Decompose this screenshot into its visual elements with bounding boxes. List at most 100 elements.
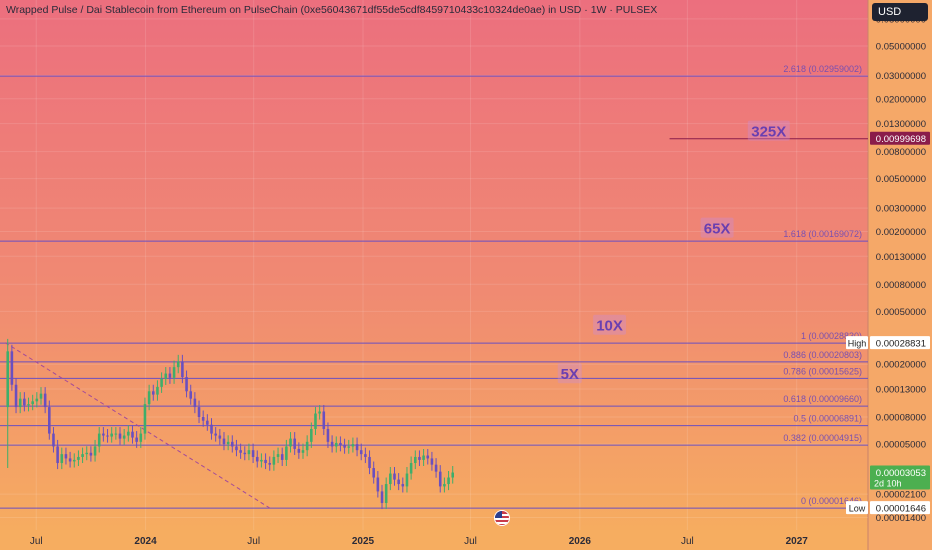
candle-body <box>318 411 321 414</box>
candle-body <box>301 450 305 453</box>
candle-body <box>368 456 371 469</box>
candle-body <box>226 441 230 445</box>
low-tag: Low <box>849 504 866 514</box>
candle-body <box>48 407 51 434</box>
candle-body <box>351 444 355 447</box>
currency-button[interactable]: USD <box>872 3 928 21</box>
last-price-label: 0.00003053 <box>876 468 926 479</box>
candle-body <box>268 463 272 465</box>
candle-body <box>247 450 251 455</box>
candle-body <box>114 433 118 435</box>
multiplier-badge <box>557 363 582 384</box>
candle-body <box>293 438 296 449</box>
x-tick-label: 2024 <box>134 536 157 547</box>
multiplier-label: 10X <box>596 318 623 335</box>
candle-body <box>43 393 47 408</box>
candle-body <box>185 377 188 392</box>
y-tick-label: 0.00001400 <box>876 513 926 524</box>
y-tick-label: 0.00002100 <box>876 490 926 501</box>
x-tick-label: 2025 <box>352 536 375 547</box>
y-tick-label: 0.03000000 <box>876 71 926 82</box>
y-tick-label: 0.00500000 <box>876 174 926 185</box>
y-tick-label: 0.01300000 <box>876 119 926 130</box>
candle-body <box>10 351 14 385</box>
y-tick-label: 0.00080000 <box>876 280 926 291</box>
candle-body <box>343 445 346 448</box>
candle-body <box>280 454 284 460</box>
candle-body <box>64 454 68 459</box>
candle-body <box>355 444 359 451</box>
candle-body <box>143 404 147 434</box>
multiplier-label: 65X <box>704 221 731 238</box>
candle-body <box>218 435 222 439</box>
candle-body <box>372 468 375 478</box>
candle-body <box>231 441 234 447</box>
candle-body <box>418 456 421 460</box>
candle-body <box>314 413 317 429</box>
candle-body <box>251 450 255 457</box>
candle-body <box>201 417 205 421</box>
candle-body <box>393 473 396 480</box>
candle-body <box>139 433 143 442</box>
y-tick-label: 0.00020000 <box>876 360 926 371</box>
y-tick-label: 0.00300000 <box>876 204 926 215</box>
candle-body <box>255 456 259 462</box>
candle-body <box>297 448 301 453</box>
chart-title: Wrapped Pulse / Dai Stablecoin from Ethe… <box>6 4 658 16</box>
y-tick-label: 0.00008000 <box>876 413 926 424</box>
candle-body <box>384 484 388 503</box>
candle-body <box>451 472 455 478</box>
candle-body <box>289 438 292 447</box>
fib-level-label: 2.618 (0.02959002) <box>783 64 862 74</box>
candle-body <box>18 398 22 408</box>
candle-body <box>285 446 288 460</box>
candle-body <box>347 446 351 448</box>
candle-body <box>172 367 176 378</box>
candle-body <box>334 442 338 447</box>
candle-body <box>160 378 163 387</box>
candle-body <box>189 391 192 399</box>
fib-level-label: 0 (0.00001646) <box>801 496 862 506</box>
candle-body <box>376 477 380 492</box>
y-tick-label: 0.00013000 <box>876 385 926 396</box>
us-flag-icon[interactable] <box>494 510 510 526</box>
candle-body <box>239 450 242 453</box>
candle-body <box>243 452 247 455</box>
candle-body <box>364 454 367 457</box>
y-tick-label: 0.05000000 <box>876 41 926 52</box>
y-tick-label: 0.00130000 <box>876 252 926 263</box>
candle-body <box>81 454 84 457</box>
fib-level-label: 1 (0.00028830) <box>801 331 862 341</box>
fib-level-label: 0.786 (0.00015625) <box>783 366 862 376</box>
candle-body <box>14 384 18 408</box>
candle-body <box>434 464 438 472</box>
fib-level-label: 0.382 (0.00004915) <box>783 433 862 443</box>
x-tick-label: Jul <box>30 536 43 547</box>
candle-body <box>131 431 134 438</box>
candle-body <box>77 456 80 460</box>
candle-body <box>401 484 405 487</box>
candle-body <box>127 431 130 436</box>
candle-body <box>181 361 184 378</box>
candle-body <box>135 437 138 442</box>
candle-body <box>6 351 10 408</box>
candle-body <box>89 452 93 456</box>
candle-body <box>164 373 168 379</box>
candle-body <box>405 473 409 487</box>
candle-body <box>210 424 213 434</box>
candle-body <box>260 459 263 462</box>
candle-body <box>106 435 109 437</box>
candle-body <box>31 401 34 405</box>
candle-body <box>264 459 267 464</box>
candle-body <box>276 454 280 457</box>
candle-body <box>122 435 126 439</box>
candle-body <box>272 456 276 465</box>
fib-level-label: 0.618 (0.00009660) <box>783 394 862 404</box>
y-tick-label: 0.02000000 <box>876 94 926 105</box>
candle-body <box>426 455 430 459</box>
low-price-label: 0.00001646 <box>876 504 926 515</box>
target-price-label: 0.00999698 <box>876 134 926 145</box>
high-tag-bg <box>846 336 868 350</box>
